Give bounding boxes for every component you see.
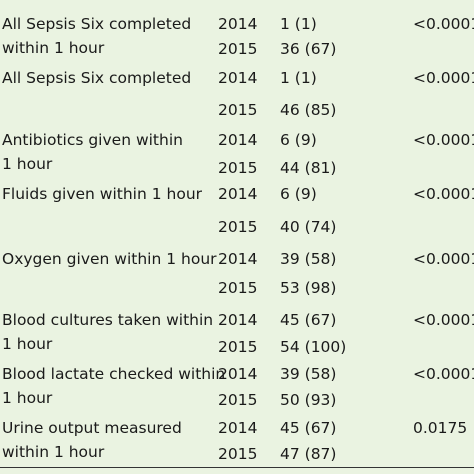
row-label: Urine output measured	[2, 419, 182, 437]
value: 45 (67)	[280, 419, 337, 437]
p-value: <0.0001	[413, 311, 474, 329]
p-value: 0.0175	[413, 419, 468, 437]
year: 2014	[218, 365, 258, 383]
value: 47 (87)	[280, 445, 337, 463]
year: 2014	[218, 69, 258, 87]
value: 1 (1)	[280, 15, 317, 33]
row-label: Blood cultures taken within	[2, 311, 214, 329]
year: 2014	[218, 311, 258, 329]
p-value: <0.0001	[413, 185, 474, 203]
value: 40 (74)	[280, 218, 337, 236]
year: 2014	[218, 419, 258, 437]
value: 53 (98)	[280, 279, 337, 297]
p-value: <0.0001	[413, 15, 474, 33]
row-label: within 1 hour	[2, 39, 105, 57]
year: 2014	[218, 250, 258, 268]
row-label: Fluids given within 1 hour	[2, 185, 203, 203]
year: 2014	[218, 185, 258, 203]
p-value: <0.0001	[413, 69, 474, 87]
value: 36 (67)	[280, 40, 337, 58]
value: 54 (100)	[280, 338, 347, 356]
value: 50 (93)	[280, 391, 337, 409]
year: 2015	[218, 445, 258, 463]
year: 2015	[218, 40, 258, 58]
value: 39 (58)	[280, 250, 337, 268]
row-label: 1 hour	[2, 155, 53, 173]
p-value: <0.0001	[413, 250, 474, 268]
row-label: within 1 hour	[2, 443, 105, 461]
bottom-rule	[0, 467, 474, 468]
value: 45 (67)	[280, 311, 337, 329]
value: 6 (9)	[280, 131, 317, 149]
row-label: 1 hour	[2, 335, 53, 353]
row-label: 1 hour	[2, 389, 53, 407]
value: 46 (85)	[280, 101, 337, 119]
row-label: All Sepsis Six completed	[2, 15, 192, 33]
year: 2015	[218, 218, 258, 236]
p-value: <0.0001	[413, 365, 474, 383]
year: 2014	[218, 15, 258, 33]
value: 6 (9)	[280, 185, 317, 203]
year: 2015	[218, 101, 258, 119]
row-label: Blood lactate checked within	[2, 365, 226, 383]
year: 2015	[218, 391, 258, 409]
row-label: Antibiotics given within	[2, 131, 183, 149]
year: 2014	[218, 131, 258, 149]
value: 39 (58)	[280, 365, 337, 383]
year: 2015	[218, 159, 258, 177]
row-label: All Sepsis Six completed	[2, 69, 192, 87]
value: 1 (1)	[280, 69, 317, 87]
p-value: <0.0001	[413, 131, 474, 149]
year: 2015	[218, 279, 258, 297]
row-label: Oxygen given within 1 hour	[2, 250, 217, 268]
year: 2015	[218, 338, 258, 356]
value: 44 (81)	[280, 159, 337, 177]
